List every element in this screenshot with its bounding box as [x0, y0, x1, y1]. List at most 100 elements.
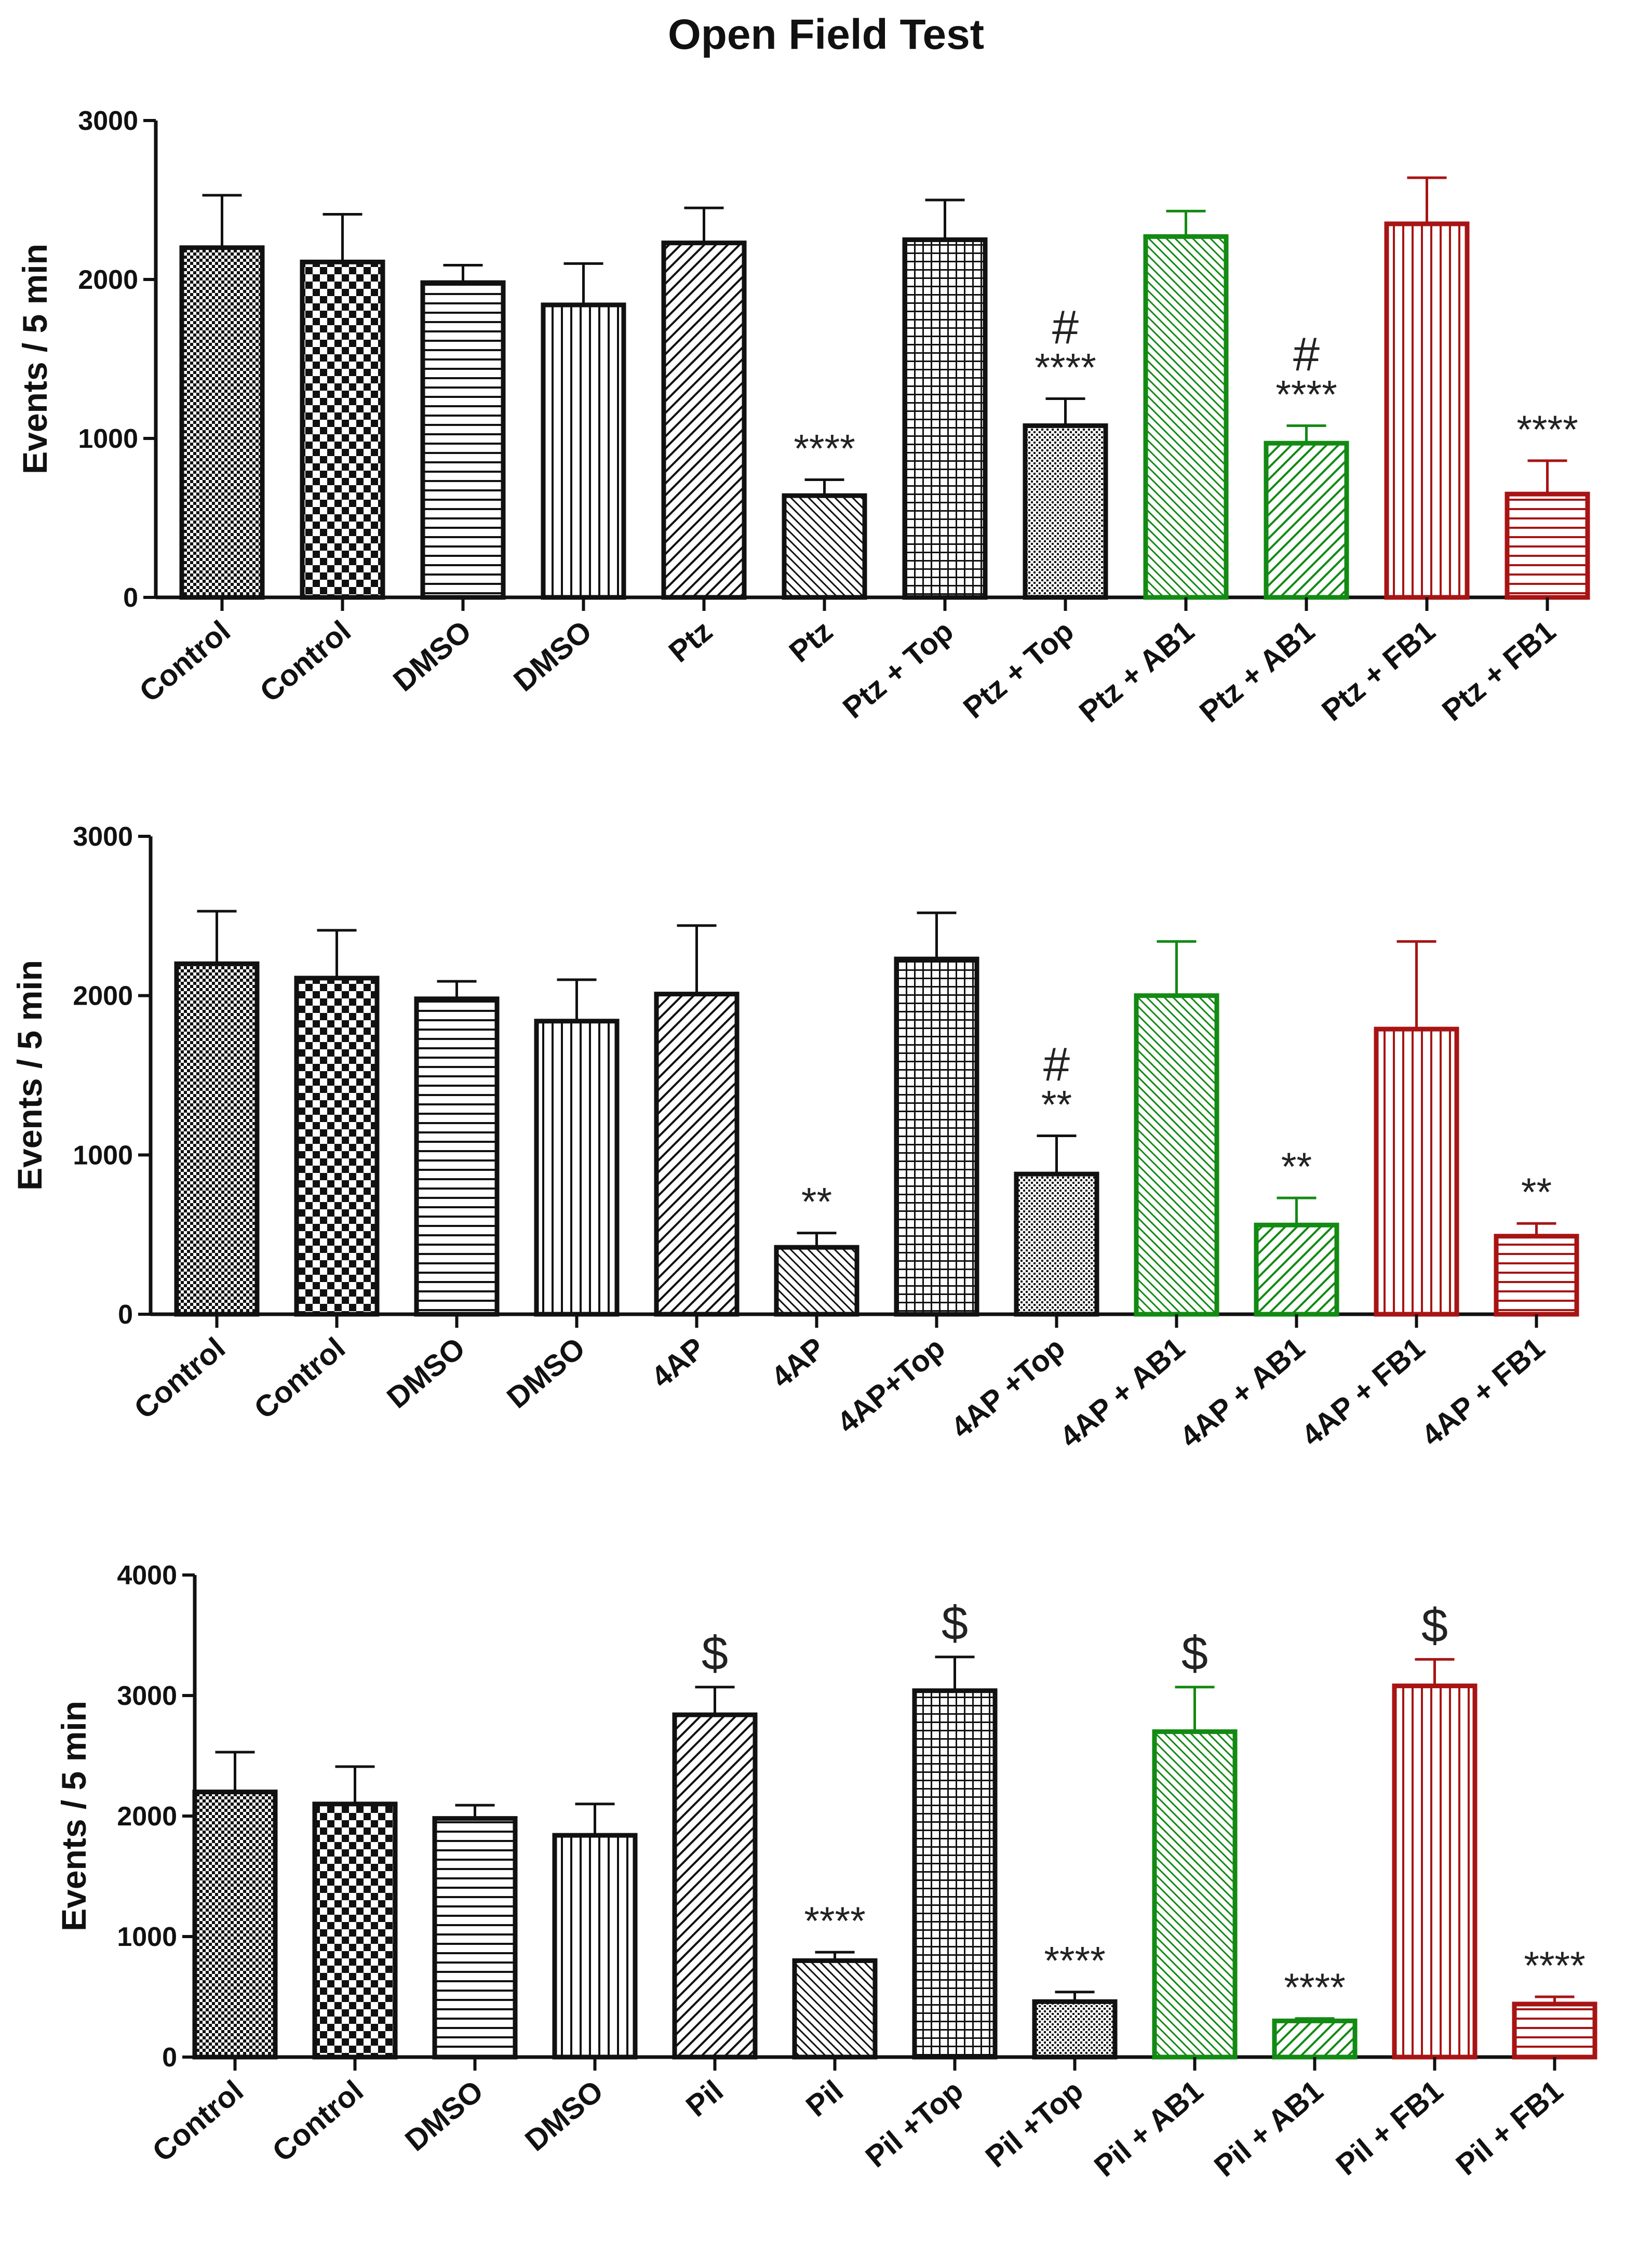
category-label: 4AP + FB1	[1415, 1331, 1551, 1453]
significance-label: #	[1043, 1038, 1070, 1091]
bar	[174, 961, 260, 1317]
category-label: Control	[253, 614, 357, 709]
category-label: 4AP+Top	[831, 1331, 951, 1440]
bar	[534, 1019, 620, 1317]
chart-svg-pil: 0 1000 2000 3000 4000 Events / 5 min Control Co…	[55, 1560, 1597, 2183]
category-label: Control	[128, 1331, 232, 1425]
bar	[774, 1245, 859, 1317]
y-tick-label: 2000	[78, 265, 138, 295]
y-tick-label: 2000	[117, 1801, 177, 1832]
bar	[1494, 1234, 1579, 1317]
category-label: Ptz + Top	[957, 614, 1080, 725]
bar	[1134, 993, 1219, 1317]
category-label: DMSO	[519, 2074, 610, 2158]
chart-panel-pil: 0 1000 2000 3000 4000 Events / 5 min Control Co…	[0, 1522, 1652, 2239]
category-label: Control	[133, 614, 237, 709]
category-label: Pil	[680, 2074, 730, 2123]
y-tick-label: 1000	[73, 1140, 133, 1170]
y-tick-label: 3000	[73, 822, 133, 852]
significance-label: $	[1421, 1599, 1448, 1652]
category-label: Ptz + AB1	[1073, 614, 1201, 729]
category-label: Pil +Top	[979, 2074, 1090, 2174]
category-label: Ptz	[662, 614, 718, 669]
chart-svg-ptz: 0 1000 2000 3000 Events / 5 min Control Contro…	[16, 106, 1590, 729]
bar	[1384, 221, 1470, 600]
significance-label: ****	[1275, 373, 1337, 417]
category-label: DMSO	[507, 614, 598, 698]
chart-panel-ptz: 0 1000 2000 3000 Events / 5 min Control Contro…	[0, 78, 1652, 764]
category-label: Pil	[800, 2074, 850, 2123]
bar	[894, 956, 979, 1317]
category-label: Ptz	[783, 614, 839, 669]
bar	[902, 237, 988, 600]
category-label: DMSO	[501, 1331, 592, 1415]
category-label: Control	[146, 2074, 250, 2168]
significance-label: ****	[804, 1899, 865, 1943]
y-axis-label: Events / 5 min	[55, 1701, 93, 1931]
significance-label: **	[801, 1180, 832, 1224]
significance-label: ****	[794, 427, 855, 471]
bar	[654, 992, 740, 1317]
significance-label: ****	[1035, 346, 1096, 390]
bar	[1505, 491, 1590, 600]
bar	[300, 259, 385, 600]
y-tick-label: 1000	[78, 424, 138, 454]
significance-label: $	[1181, 1627, 1208, 1680]
bar	[1032, 1999, 1118, 2060]
category-label: Pil + FB1	[1329, 2074, 1449, 2182]
category-label: Control	[248, 1331, 352, 1425]
bar	[1254, 1222, 1339, 1317]
category-label: 4AP	[645, 1331, 711, 1394]
bar	[192, 1790, 278, 2060]
significance-label: ****	[1516, 408, 1578, 452]
category-label: Pil + FB1	[1449, 2074, 1569, 2182]
y-axis-label: Events / 5 min	[16, 244, 54, 474]
category-label: 4AP + AB1	[1054, 1331, 1191, 1454]
y-tick-label: 0	[118, 1300, 133, 1330]
bar	[1014, 1171, 1099, 1317]
bar	[782, 493, 867, 600]
category-label: 4AP + FB1	[1295, 1331, 1431, 1453]
figure-title: Open Field Test	[668, 11, 984, 58]
bar	[792, 1958, 878, 2060]
category-label: Ptz + FB1	[1315, 614, 1442, 728]
significance-label: **	[1521, 1170, 1552, 1215]
category-label: Control	[266, 2074, 370, 2168]
chart-svg-4ap: 0 1000 2000 3000 Events / 5 min Control Contro…	[10, 822, 1579, 1454]
category-label: DMSO	[381, 1331, 472, 1415]
significance-label: #	[1052, 301, 1079, 354]
bar	[912, 1688, 998, 2060]
y-tick-label: 0	[123, 583, 138, 613]
bar	[1392, 1683, 1478, 2060]
significance-label: ****	[1524, 1944, 1585, 1988]
significance-label: **	[1281, 1145, 1312, 1189]
y-tick-label: 3000	[78, 106, 138, 136]
bar	[1264, 441, 1349, 600]
y-tick-label: 3000	[117, 1681, 177, 1711]
bar	[432, 1816, 518, 2060]
significance-label: $	[702, 1627, 728, 1680]
bar	[552, 1833, 638, 2060]
bar	[414, 996, 500, 1317]
y-tick-label: 4000	[117, 1560, 177, 1591]
category-label: Pil + AB1	[1088, 2074, 1210, 2183]
bar	[1374, 1026, 1459, 1317]
bar	[672, 1712, 758, 2060]
category-label: 4AP + AB1	[1174, 1331, 1311, 1454]
chart-panel-4ap: 0 1000 2000 3000 Events / 5 min Control Contro…	[0, 795, 1652, 1501]
y-tick-label: 2000	[73, 981, 133, 1011]
bar	[294, 976, 380, 1317]
category-label: Ptz + Top	[837, 614, 960, 725]
category-label: DMSO	[399, 2074, 490, 2158]
bar	[179, 245, 265, 600]
bar	[1023, 423, 1108, 600]
significance-label: **	[1041, 1083, 1072, 1127]
bar	[1143, 234, 1229, 600]
bar	[1152, 1729, 1238, 2060]
category-label: Ptz + AB1	[1193, 614, 1321, 729]
category-label: DMSO	[387, 614, 478, 698]
category-label: Ptz + FB1	[1436, 614, 1562, 728]
y-axis-label: Events / 5 min	[10, 960, 49, 1191]
significance-label: $	[942, 1597, 968, 1650]
bar	[1512, 2001, 1597, 2060]
